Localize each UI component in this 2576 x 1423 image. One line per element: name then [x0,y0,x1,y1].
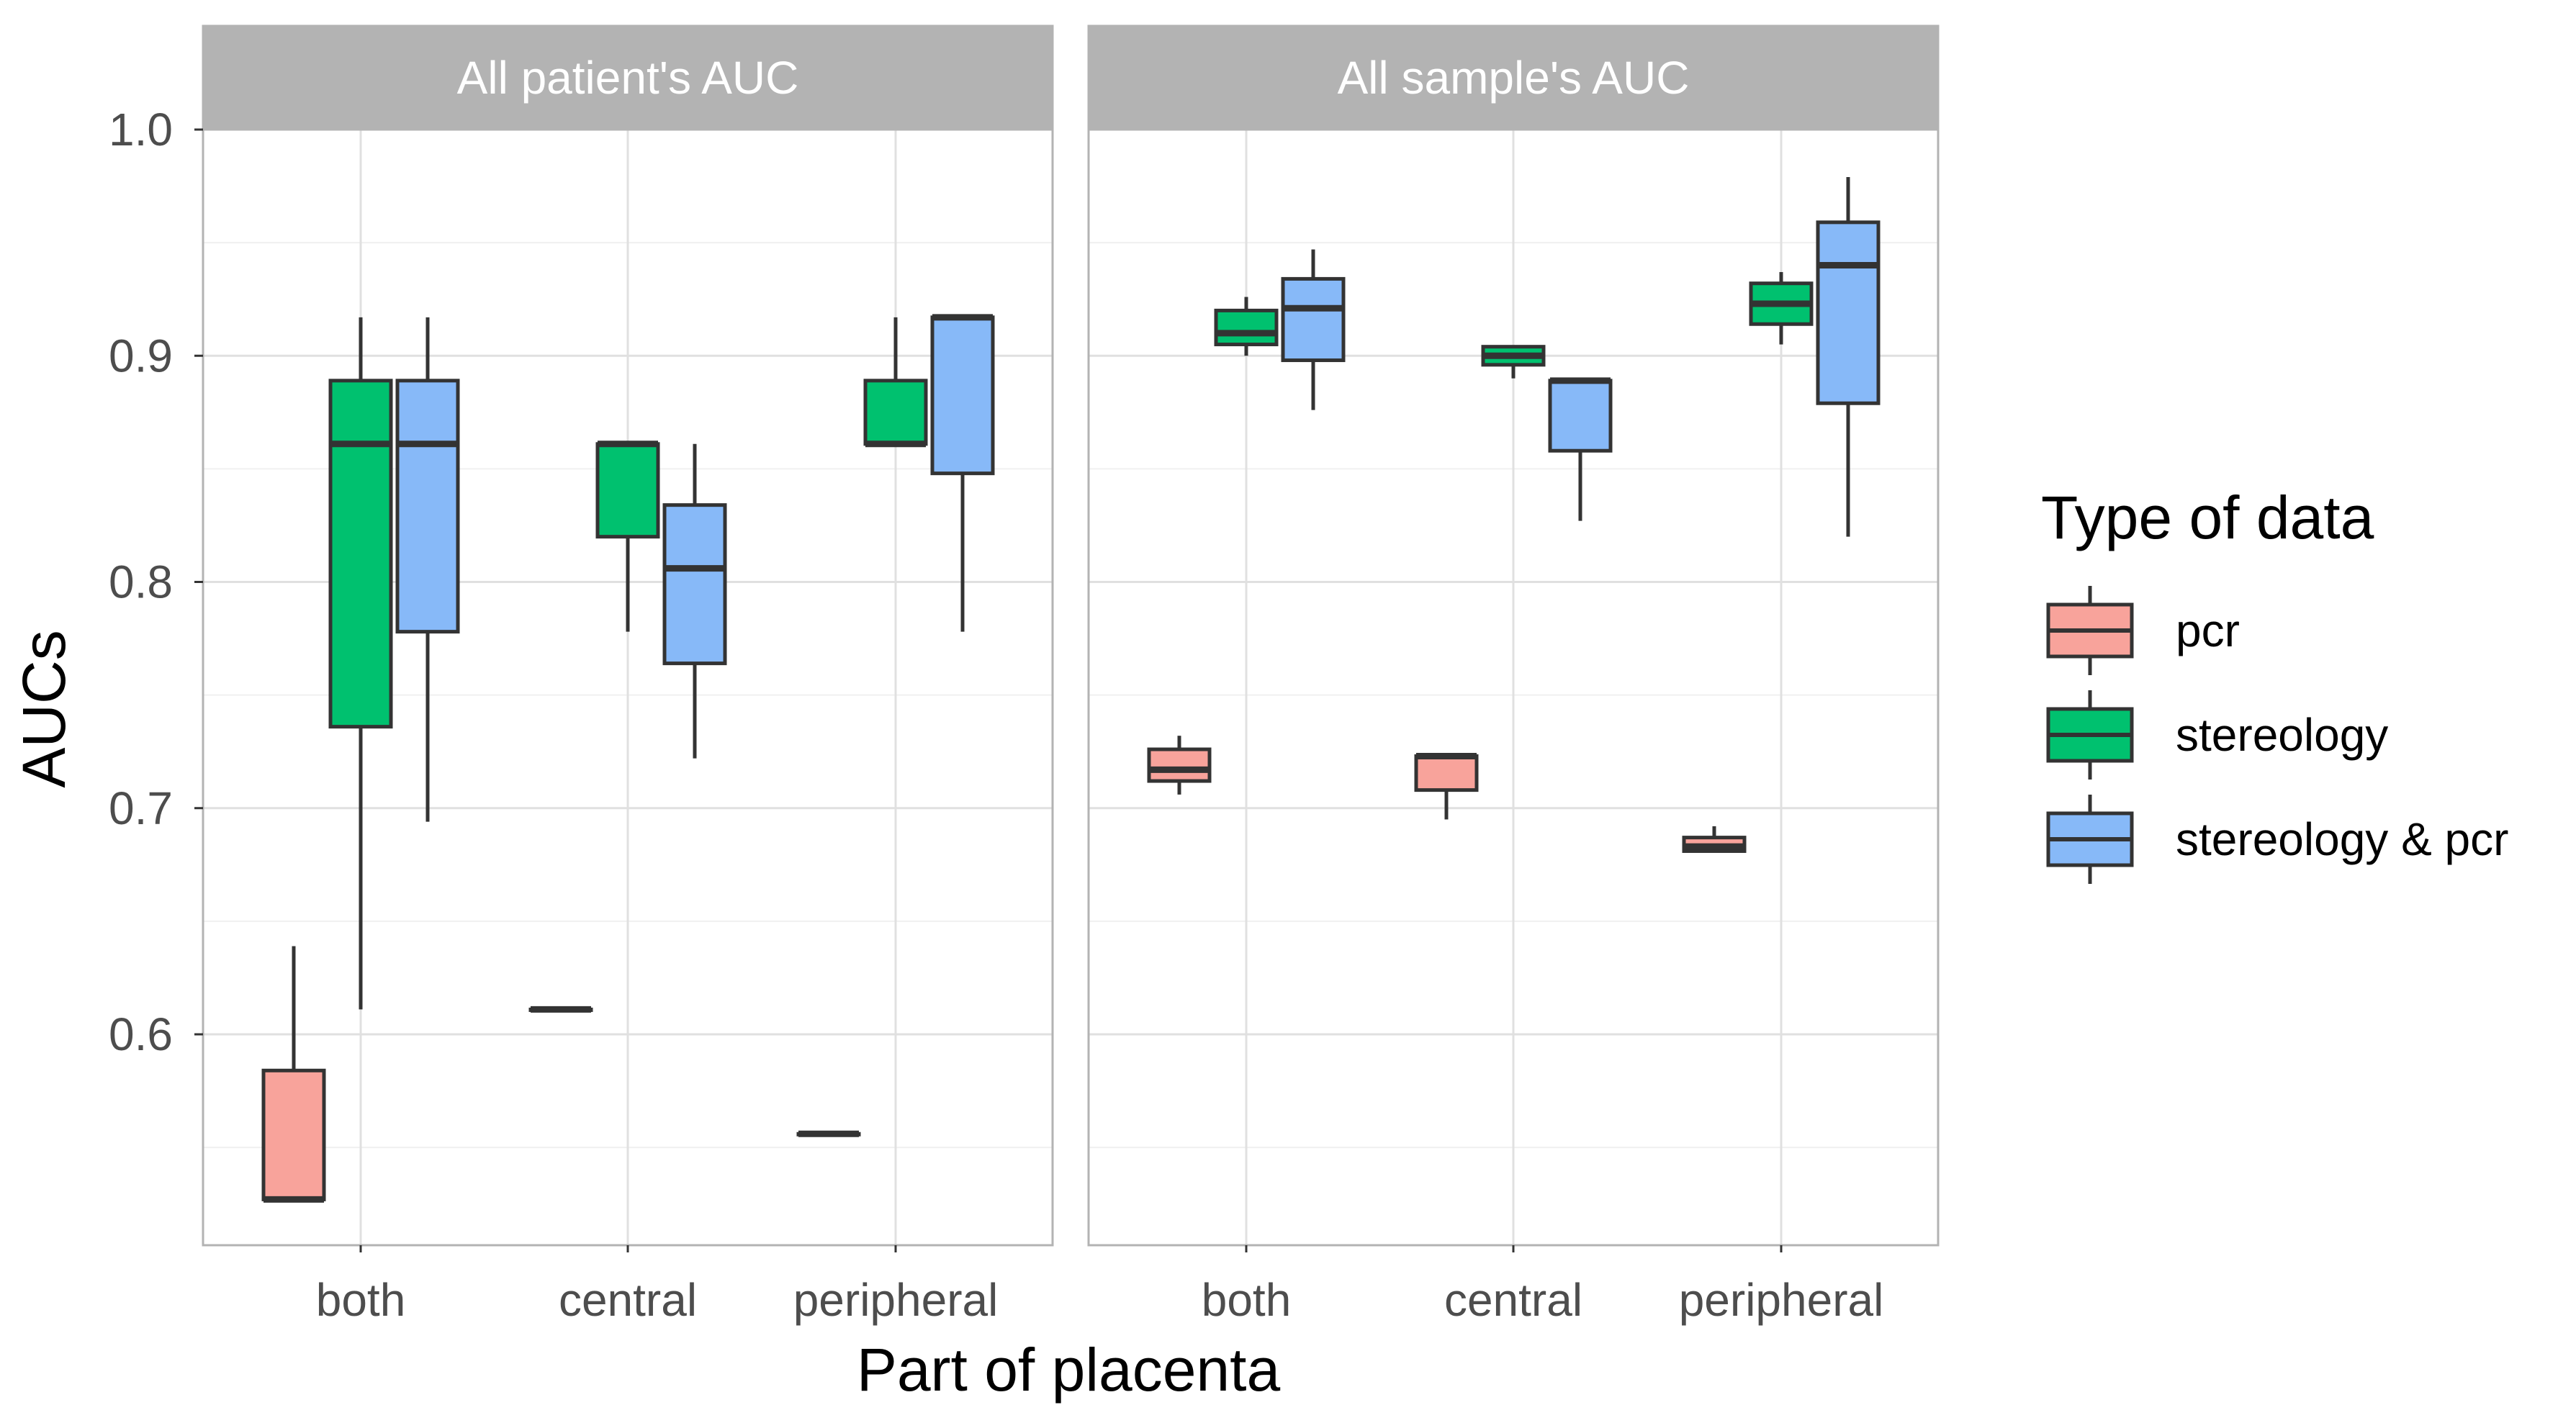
legend-item-stereology-pcr: stereology & pcr [2046,795,2508,884]
facet-strip [1087,24,1940,131]
y-tick-label: 0.6 [109,1008,173,1060]
box-central-stereology-pcr [662,443,727,759]
box-body [1281,276,1346,363]
box-body [662,503,727,666]
box-body [1548,379,1613,453]
x-tick-label: central [559,1274,697,1326]
box-peripheral-stereology [863,317,928,448]
box-body [595,442,660,539]
y-axis: 0.6 0.7 0.8 0.9 1.0 [109,104,203,1060]
facet-strip [202,24,1054,131]
box-central-stereology [1481,345,1546,379]
y-tick-label: 1.0 [109,104,173,155]
legend: Type of data pcr stereology stereology & p… [2041,484,2508,884]
box-body [261,1068,326,1201]
box-body [1147,747,1212,783]
x-tick-label: both [316,1274,406,1326]
facet-panel: All patient's AUC both central peripheral [202,24,1054,1326]
x-tick-label: both [1202,1274,1292,1326]
box-peripheral-stereology-pcr [1816,176,1881,537]
box-both-pcr [261,946,326,1203]
y-tick-label: 0.7 [109,782,173,834]
box-body [863,379,928,446]
box-body [930,315,995,476]
box-both-stereology-pcr [1281,249,1346,410]
legend-label: pcr [2176,605,2240,656]
facet-strip-label: All patient's AUC [457,52,799,104]
box-central-stereology [595,441,660,632]
box-both-pcr [1147,736,1212,795]
box-body [395,379,460,634]
y-tick-label: 0.8 [109,556,173,608]
y-axis-title: AUCs [10,630,78,787]
legend-label: stereology & pcr [2176,813,2508,865]
facet-panel: All sample's AUC both central peripheral [1087,24,1940,1326]
legend-title: Type of data [2041,484,2374,551]
box-body [1414,754,1479,792]
y-tick-label: 0.9 [109,330,173,381]
box-central-pcr [1414,752,1479,820]
box-both-stereology [1214,297,1279,356]
box-both-stereology-pcr [395,317,460,822]
x-axis-title: Part of placenta [857,1336,1281,1404]
legend-item-stereology: stereology [2046,690,2388,780]
facet-strip-label: All sample's AUC [1338,52,1690,104]
box-peripheral-stereology [1749,271,1814,345]
box-peripheral-stereology-pcr [930,314,995,632]
legend-item-pcr: pcr [2046,586,2240,675]
x-tick-label: peripheral [793,1274,999,1326]
box-body [328,379,393,729]
box-body [1816,220,1881,405]
box-both-stereology [328,317,393,1010]
box-central-pcr [528,1006,593,1013]
box-body [1214,308,1279,347]
x-tick-label: peripheral [1679,1274,1884,1326]
box-central-stereology-pcr [1548,377,1613,521]
box-peripheral-pcr [1682,826,1747,853]
legend-label: stereology [2176,709,2388,761]
x-tick-label: central [1444,1274,1582,1326]
